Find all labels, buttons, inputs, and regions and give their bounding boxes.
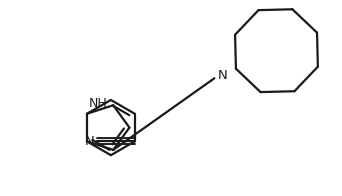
Text: N: N	[84, 135, 94, 148]
Text: NH: NH	[89, 97, 107, 110]
Text: N: N	[217, 69, 227, 82]
